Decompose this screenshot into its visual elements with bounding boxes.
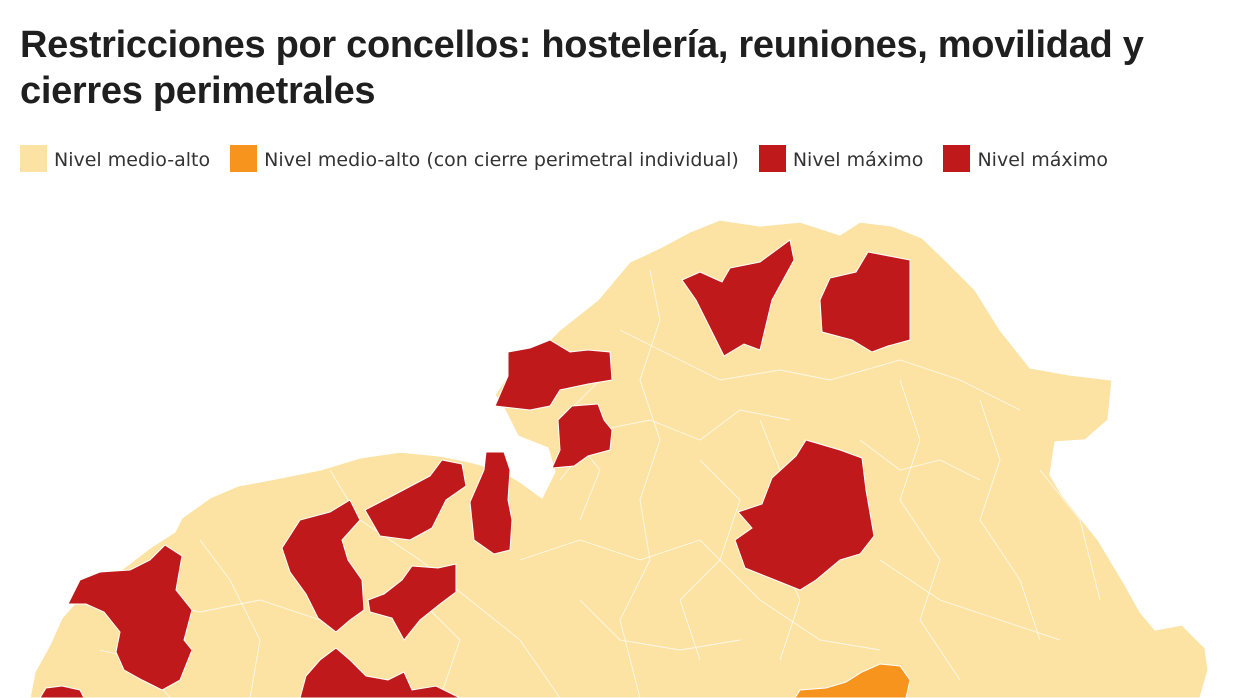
legend-swatch-medio-alto xyxy=(20,145,47,172)
region-maximo-5 xyxy=(734,439,875,591)
region-maximo-11 xyxy=(299,647,461,698)
region-medio-alto-perimetral xyxy=(794,663,911,698)
legend-item-maximo: Nivel máximo xyxy=(758,145,924,172)
legend-label-maximo: Nivel máximo xyxy=(792,149,924,171)
map-svg xyxy=(29,219,1209,698)
legend-label-medio-alto-perimetral: Nivel medio-alto (con cierre perimetral … xyxy=(264,149,739,171)
region-maximo-3 xyxy=(494,339,613,411)
legend-swatch-maximo-2 xyxy=(943,145,971,172)
region-maximo-1 xyxy=(681,239,795,357)
region-land-medio-alto xyxy=(29,219,1209,698)
page-title: Restricciones por concellos: hostelería,… xyxy=(20,24,1144,112)
region-maximo-10 xyxy=(67,544,193,691)
region-maximo-7 xyxy=(469,451,513,555)
region-maximo-4 xyxy=(551,403,613,469)
legend-label-maximo-2: Nivel máximo xyxy=(977,149,1109,171)
region-maximo-12 xyxy=(39,685,85,698)
legend-swatch-maximo xyxy=(758,145,786,172)
region-maximo-9 xyxy=(367,563,457,641)
legend-swatch-medio-alto-perimetral xyxy=(230,145,258,172)
choropleth-map xyxy=(0,210,1248,698)
legend-item-medio-alto-perimetral: Nivel medio-alto (con cierre perimetral … xyxy=(230,145,739,172)
legend-label-medio-alto: Nivel medio-alto xyxy=(54,149,211,171)
region-maximo-8 xyxy=(281,499,365,633)
region-maximo-2 xyxy=(819,251,911,353)
legend-item-medio-alto: Nivel medio-alto xyxy=(20,145,211,172)
region-maximo-6 xyxy=(364,459,467,541)
legend-item-maximo-2: Nivel máximo xyxy=(943,145,1109,172)
map-legend: Nivel medio-alto Nivel medio-alto (con c… xyxy=(20,143,1190,177)
regions-nivel-maximo xyxy=(39,239,911,698)
